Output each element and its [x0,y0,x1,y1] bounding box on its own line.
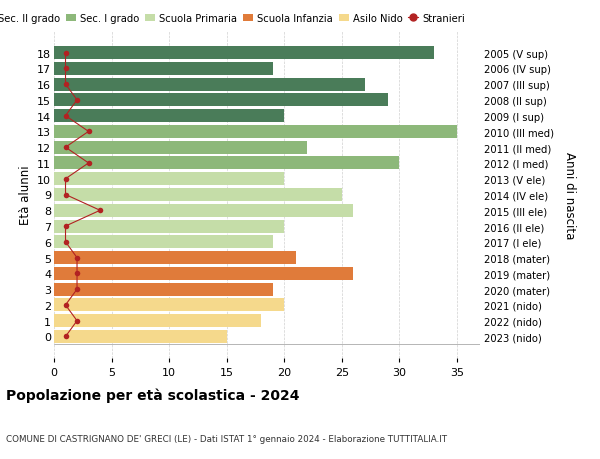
Bar [54,314,261,327]
Bar [54,78,365,91]
Bar [54,63,273,76]
Point [72,97,82,104]
Bar [54,299,284,312]
Text: Popolazione per età scolastica - 2024: Popolazione per età scolastica - 2024 [6,388,299,403]
Point [72,286,82,293]
Bar [54,189,342,202]
Bar [54,141,307,154]
Bar [54,204,353,217]
Y-axis label: Anni di nascita: Anni di nascita [563,151,575,239]
Bar [54,330,227,343]
Point [84,129,94,136]
Point [61,144,70,151]
Bar [54,94,388,107]
Bar [54,236,273,249]
Bar [54,126,457,139]
Bar [54,157,400,170]
Point [95,207,105,214]
Point [61,191,70,199]
Point [61,176,70,183]
Text: COMUNE DI CASTRIGNANO DE' GRECI (LE) - Dati ISTAT 1° gennaio 2024 - Elaborazione: COMUNE DI CASTRIGNANO DE' GRECI (LE) - D… [6,434,447,442]
Point [72,254,82,262]
Bar [54,220,284,233]
Legend: Sec. II grado, Sec. I grado, Scuola Primaria, Scuola Infanzia, Asilo Nido, Stran: Sec. II grado, Sec. I grado, Scuola Prim… [0,14,465,24]
Y-axis label: Età alunni: Età alunni [19,165,32,225]
Point [61,81,70,89]
Bar [54,47,434,60]
Point [61,302,70,309]
Point [61,66,70,73]
Point [61,50,70,57]
Point [61,113,70,120]
Point [61,333,70,341]
Bar [54,110,284,123]
Point [72,270,82,277]
Point [84,160,94,167]
Bar [54,267,353,280]
Point [61,239,70,246]
Bar [54,252,296,264]
Point [72,317,82,325]
Bar [54,173,284,186]
Point [61,223,70,230]
Bar [54,283,273,296]
